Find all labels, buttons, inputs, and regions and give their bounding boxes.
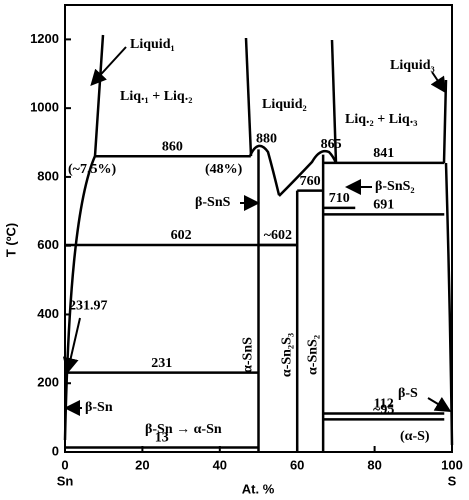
isotherm-label: 602 xyxy=(171,228,192,243)
isotherm-label: ~95 xyxy=(373,403,394,418)
region-label: Liq.₁ + Liq.₂ xyxy=(120,89,192,104)
region-label: (α-S) xyxy=(400,429,430,444)
x-tick-label: 20 xyxy=(135,457,149,472)
x-axis-label: At. % xyxy=(242,481,275,496)
x-tick-label: 0 xyxy=(61,457,68,472)
compound-label: α-SnS₂ xyxy=(305,335,320,375)
y-tick-label: 1000 xyxy=(30,100,59,115)
maximum-label: 865 xyxy=(321,137,342,152)
arrows xyxy=(62,46,452,416)
region-label: β-Sn → α-Sn xyxy=(145,422,222,437)
x-tick-label: 80 xyxy=(367,457,381,472)
isotherm-label: 231 xyxy=(151,356,172,371)
y-tick-label: 1200 xyxy=(30,31,59,46)
y-tick-label: 600 xyxy=(37,237,59,252)
phase-boundaries xyxy=(63,34,454,446)
region-label: β-SnS xyxy=(195,195,231,210)
isotherm-label: ~602 xyxy=(264,228,292,243)
region-label: Liquid₃ xyxy=(390,58,435,73)
compound-label: α-SnS xyxy=(241,337,256,373)
region-label: Liquid₁ xyxy=(130,37,175,52)
y-tick-label: 0 xyxy=(52,443,59,458)
region-label: Liquid₂ xyxy=(262,97,307,112)
isotherm-label: 860 xyxy=(162,140,183,155)
sn-melting-label: 231.97 xyxy=(69,298,108,313)
end-label: Sn xyxy=(57,473,74,488)
region-label: (48%) xyxy=(205,162,243,177)
isotherm-label: 710 xyxy=(329,191,350,206)
region-label: β-Sn xyxy=(85,400,113,415)
isotherm-label: 760 xyxy=(300,174,321,189)
end-label: S xyxy=(448,473,457,488)
x-tick-label: 100 xyxy=(441,457,463,472)
y-axis-label: T (ºC) xyxy=(3,223,18,257)
y-tick-label: 800 xyxy=(37,168,59,183)
x-tick-label: 60 xyxy=(290,457,304,472)
y-tick-label: 200 xyxy=(37,375,59,390)
region-label: Liq.₂ + Liq.₃ xyxy=(345,112,417,127)
region-label: (~7.5%) xyxy=(68,162,116,177)
x-tick-label: 40 xyxy=(213,457,227,472)
compound-label: α-Sn₂S₃ xyxy=(279,333,294,377)
isotherm-label: 112 xyxy=(374,397,394,412)
isotherm-label: 691 xyxy=(373,198,394,213)
y-tick-label: 400 xyxy=(37,306,59,321)
region-label: β-SnS₂ xyxy=(375,179,415,194)
maximum-label: 880 xyxy=(256,132,277,147)
isotherm-label: 841 xyxy=(373,146,394,161)
isotherm-label: 13 xyxy=(155,431,169,446)
region-label: β-S xyxy=(398,386,418,401)
